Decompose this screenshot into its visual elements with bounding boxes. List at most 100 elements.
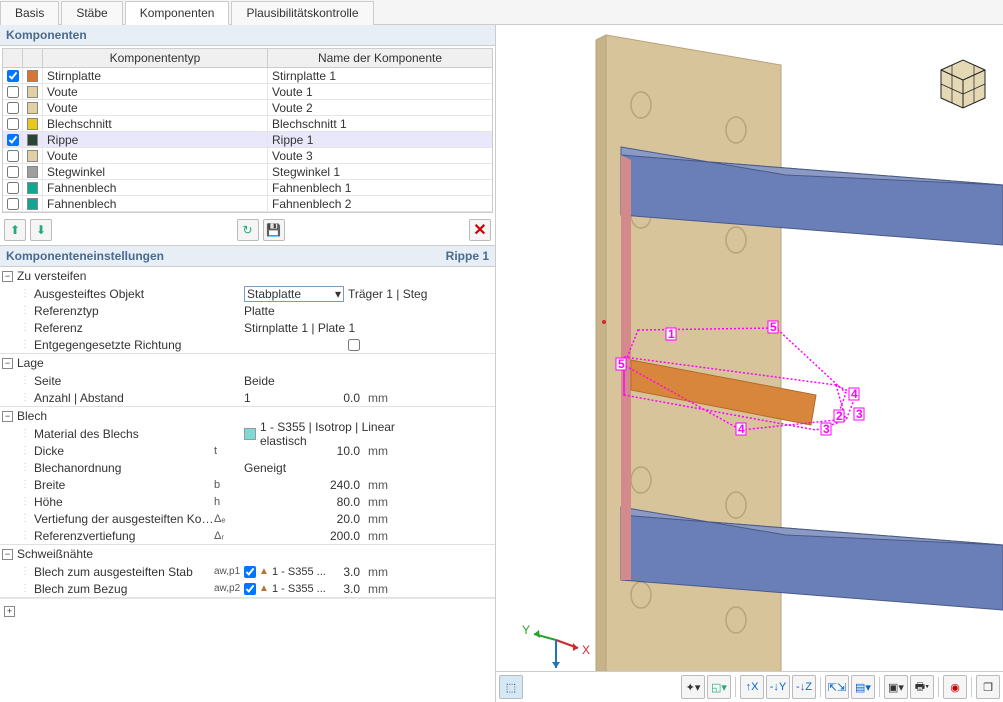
prop-height-label: Höhe	[34, 495, 214, 509]
table-row[interactable]: StegwinkelStegwinkel 1	[3, 164, 492, 180]
move-down-button[interactable]: ⬇	[30, 219, 52, 241]
axis-z-neg-button[interactable]: -↓Z	[792, 675, 816, 699]
import-button[interactable]: ↻	[237, 219, 259, 241]
svg-text:2: 2	[836, 409, 843, 423]
tab-komponenten[interactable]: Komponenten	[125, 1, 230, 25]
axes-button[interactable]: ✦▾	[681, 675, 705, 699]
viewport-3d[interactable]: 1 2 3 3 4 4 5 5 X Y	[496, 25, 1003, 671]
svg-text:3: 3	[823, 422, 830, 436]
left-panel: Komponenten Komponententyp Name der Komp…	[0, 25, 496, 702]
weld-icon: ▲	[258, 566, 270, 578]
prop-refrec-value[interactable]: 200.0	[244, 529, 364, 543]
prop-recess-value[interactable]: 20.0	[244, 512, 364, 526]
table-row[interactable]: VouteVoute 3	[3, 148, 492, 164]
collapse-stiffen[interactable]: −	[2, 271, 13, 282]
color-swatch	[27, 166, 38, 178]
material-swatch	[244, 428, 256, 440]
tab-staebe[interactable]: Stäbe	[61, 1, 122, 25]
th-type: Komponententyp	[43, 49, 268, 67]
section-lage-title: Lage	[17, 356, 44, 370]
axis-y-neg-button[interactable]: -↓Y	[766, 675, 790, 699]
table-row[interactable]: StirnplatteStirnplatte 1	[3, 68, 492, 84]
prop-ref-label: Referenz	[34, 321, 214, 335]
component-type: Voute	[43, 84, 268, 99]
prop-ref-value: Stirnplatte 1 | Plate 1	[244, 321, 444, 335]
component-checkbox[interactable]	[7, 182, 19, 194]
svg-text:4: 4	[851, 387, 858, 401]
component-type: Voute	[43, 148, 268, 163]
zoom-extents-button[interactable]: ⇱⇲	[825, 675, 849, 699]
prop-count-value: 1	[244, 391, 294, 405]
axis-x-pos-button[interactable]: ↑X	[740, 675, 764, 699]
components-toolbar: ⬆ ⬇ ↻ 💾 ✕	[0, 215, 495, 245]
prop-dist-value: 0.0	[294, 391, 364, 405]
move-up-button[interactable]: ⬆	[4, 219, 26, 241]
component-name: Voute 1	[268, 84, 492, 99]
svg-text:4: 4	[738, 422, 745, 436]
prop-w2-label: Blech zum Bezug	[34, 582, 214, 596]
prop-width-value[interactable]: 240.0	[244, 478, 364, 492]
component-checkbox[interactable]	[7, 134, 19, 146]
collapse-welds[interactable]: −	[2, 549, 13, 560]
svg-text:5: 5	[770, 320, 777, 334]
table-row[interactable]: VouteVoute 1	[3, 84, 492, 100]
view-iso-button[interactable]: ◱▾	[707, 675, 731, 699]
component-name: Rippe 1	[268, 132, 492, 147]
weld1-checkbox[interactable]	[244, 566, 256, 578]
table-row[interactable]: FahnenblechFahnenblech 2	[3, 196, 492, 212]
display-mode-button[interactable]: ▤▾	[851, 675, 875, 699]
prop-width-label: Breite	[34, 478, 214, 492]
tab-basis[interactable]: Basis	[0, 1, 59, 25]
stiffened-object-hint: Träger 1 | Steg	[348, 287, 427, 301]
components-panel-header: Komponenten	[0, 25, 495, 46]
components-table: Komponententyp Name der Komponente Stirn…	[2, 48, 493, 213]
color-swatch	[27, 198, 38, 210]
delete-button[interactable]: ✕	[469, 219, 491, 241]
prop-recess-label: Vertiefung der ausgesteiften Kom...	[34, 512, 214, 526]
component-name: Voute 3	[268, 148, 492, 163]
opposite-direction-checkbox[interactable]	[348, 339, 360, 351]
table-row[interactable]: RippeRippe 1	[3, 132, 492, 148]
print-button[interactable]: 🖶▾	[910, 675, 934, 699]
prop-obj-label: Ausgesteiftes Objekt	[34, 287, 214, 301]
component-checkbox[interactable]	[7, 166, 19, 178]
render-mode-button[interactable]: ▣▾	[884, 675, 908, 699]
component-name: Blechschnitt 1	[268, 116, 492, 131]
collapse-lage[interactable]: −	[2, 358, 13, 369]
component-checkbox[interactable]	[7, 102, 19, 114]
component-checkbox[interactable]	[7, 118, 19, 130]
save-button[interactable]: 💾	[263, 219, 285, 241]
collapse-extra[interactable]: +	[4, 606, 15, 617]
component-checkbox[interactable]	[7, 150, 19, 162]
new-window-button[interactable]: ❐	[976, 675, 1000, 699]
color-swatch	[27, 118, 38, 130]
component-type: Stirnplatte	[43, 68, 268, 83]
prop-thick-value[interactable]: 10.0	[244, 444, 364, 458]
right-panel: 1 2 3 3 4 4 5 5 X Y	[496, 25, 1003, 702]
stiffened-object-select[interactable]: Stabplatte▾	[244, 286, 344, 302]
section-welds-title: Schweißnähte	[17, 547, 93, 561]
section-blech-title: Blech	[17, 409, 47, 423]
prop-opp-label: Entgegengesetzte Richtung	[34, 338, 214, 352]
tab-bar: Basis Stäbe Komponenten Plausibilitätsko…	[0, 0, 1003, 25]
component-checkbox[interactable]	[7, 86, 19, 98]
component-type: Fahnenblech	[43, 196, 268, 211]
component-name: Stirnplatte 1	[268, 68, 492, 83]
collapse-blech[interactable]: −	[2, 411, 13, 422]
prop-reftype-label: Referenztyp	[34, 304, 214, 318]
prop-height-value[interactable]: 80.0	[244, 495, 364, 509]
svg-text:X: X	[582, 643, 590, 657]
component-checkbox[interactable]	[7, 198, 19, 210]
table-row[interactable]: FahnenblechFahnenblech 1	[3, 180, 492, 196]
component-name: Fahnenblech 1	[268, 180, 492, 195]
show-all-button[interactable]: ⬚	[499, 675, 523, 699]
svg-text:Y: Y	[522, 623, 530, 637]
table-row[interactable]: VouteVoute 2	[3, 100, 492, 116]
nav-cube[interactable]	[941, 60, 985, 108]
component-checkbox[interactable]	[7, 70, 19, 82]
tab-plausibilitaet[interactable]: Plausibilitätskontrolle	[231, 1, 373, 25]
weld2-checkbox[interactable]	[244, 583, 256, 595]
weld-icon: ▲	[258, 583, 270, 595]
highlight-button[interactable]: ◉	[943, 675, 967, 699]
table-row[interactable]: BlechschnittBlechschnitt 1	[3, 116, 492, 132]
